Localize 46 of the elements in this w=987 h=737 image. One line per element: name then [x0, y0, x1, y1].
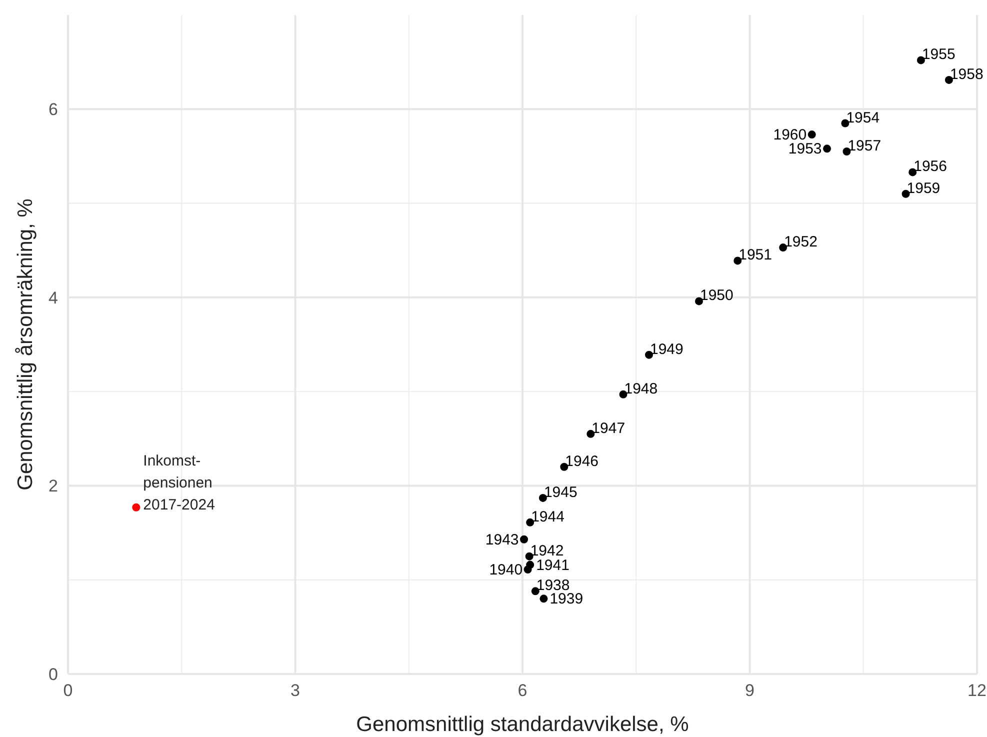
annotation: 1944: [531, 508, 564, 526]
annotation: 1941: [536, 556, 570, 574]
point: [531, 587, 540, 596]
annotation: 1956: [914, 158, 947, 176]
x-tick-label: 9: [745, 681, 754, 700]
annotation: 1947: [592, 420, 626, 437]
annotation: 1942: [530, 542, 564, 560]
point: [944, 76, 953, 84]
x-tick-label: 6: [518, 681, 528, 700]
annotation: 1955: [922, 46, 956, 64]
point: [916, 56, 925, 64]
annotation: 1958: [950, 66, 984, 83]
annotation: 1959: [906, 180, 940, 197]
annotation: 1943: [485, 531, 519, 548]
x-tick-label: 0: [63, 681, 73, 700]
point: [540, 594, 548, 603]
annotation: 1952: [784, 234, 818, 251]
annotation: 1940: [489, 562, 523, 578]
y-tick-label: 6: [48, 100, 58, 120]
x-tick-label: 12: [968, 681, 986, 700]
point: [538, 494, 547, 502]
point: [779, 244, 788, 252]
annotation: 1951: [738, 246, 772, 264]
annotation: 1946: [565, 452, 599, 470]
y-tick-label: 2: [48, 476, 58, 496]
annotation: 1945: [544, 484, 578, 501]
annotation: 1954: [846, 109, 880, 126]
x-tick-label: 3: [290, 681, 300, 700]
point: [908, 168, 917, 176]
point: [823, 144, 832, 153]
point: [526, 560, 534, 569]
y-axis-title: Genomsnittlig årsomräkning, %: [14, 198, 37, 490]
annotation: 1948: [624, 380, 658, 398]
annotation: 1950: [700, 287, 734, 304]
point: [734, 256, 742, 265]
point: [842, 148, 851, 156]
x-axis-title: Genomsnittlig standardavvikelse, %: [356, 713, 689, 736]
point: [132, 503, 140, 512]
y-tick-label: 0: [48, 665, 58, 684]
point: [694, 297, 703, 306]
point: [808, 130, 816, 139]
annotation: 1949: [650, 340, 684, 358]
annotation: 1957: [848, 138, 882, 155]
series-label: Inkomst-pensionen 2017-2024: [143, 452, 215, 514]
y-tick-label: 4: [48, 288, 58, 308]
point: [520, 535, 528, 544]
